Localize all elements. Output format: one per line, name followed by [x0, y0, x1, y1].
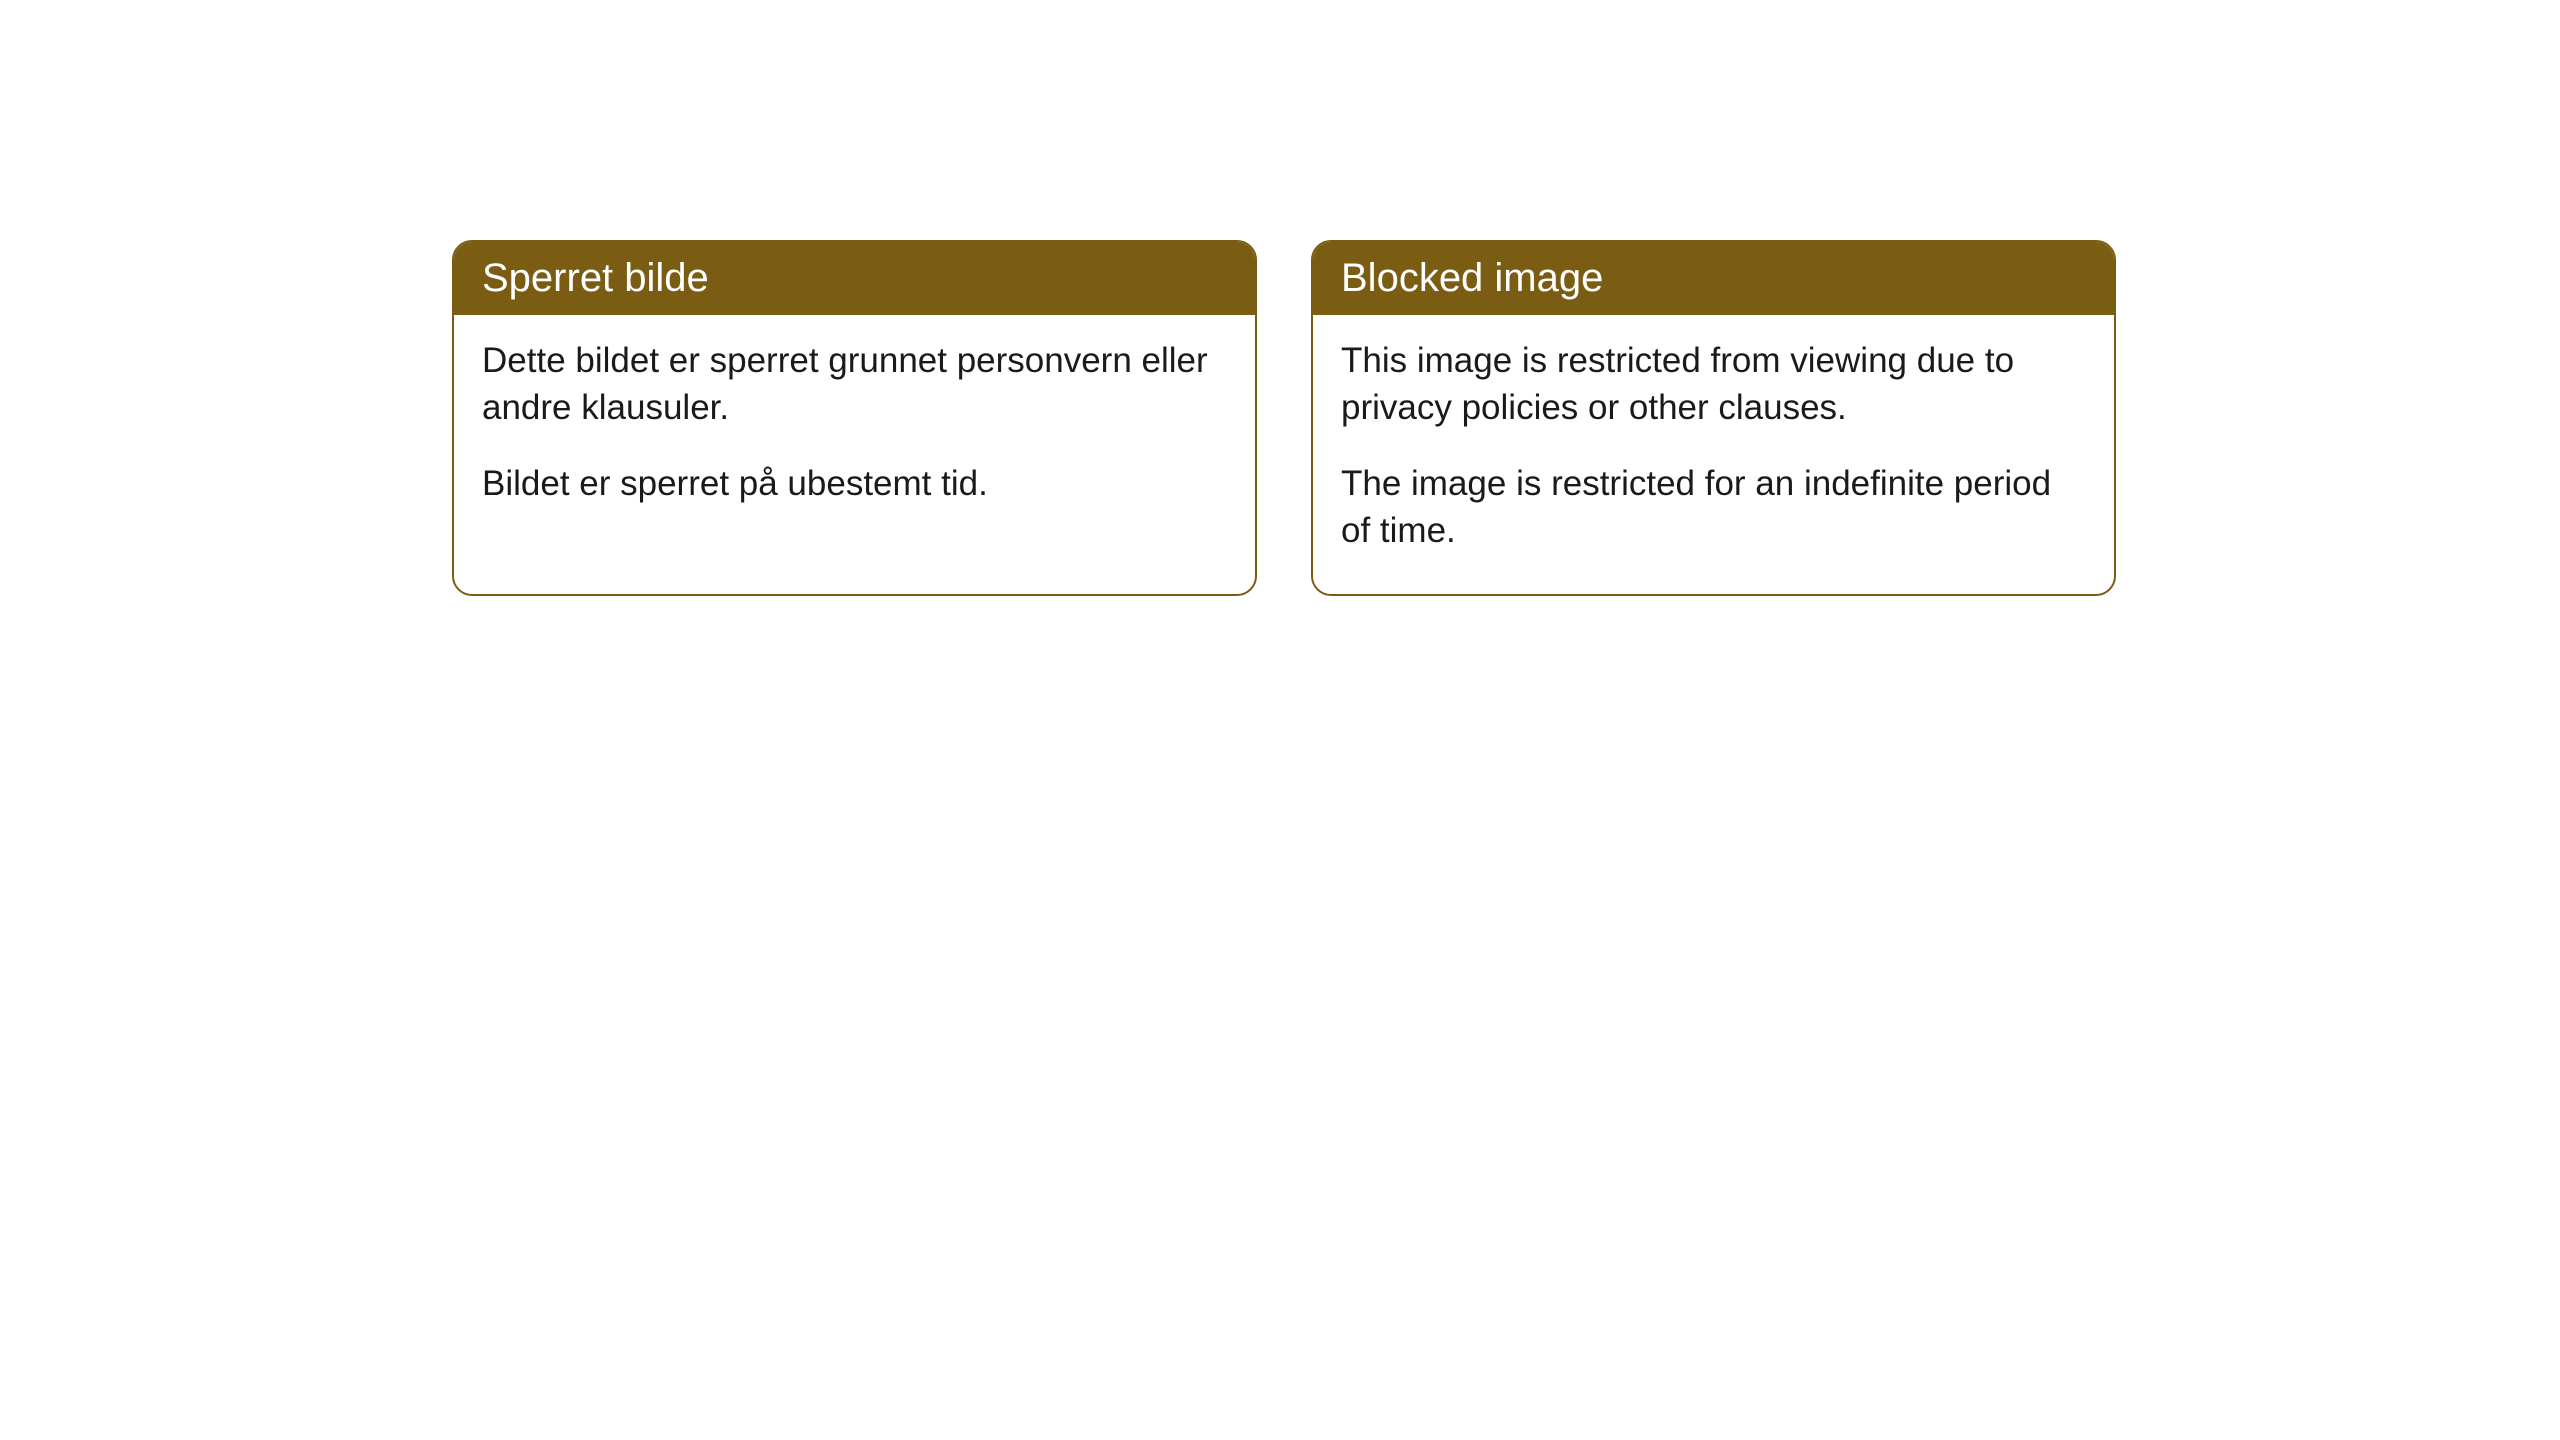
- card-paragraph-2: The image is restricted for an indefinit…: [1341, 460, 2086, 555]
- card-header-norwegian: Sperret bilde: [454, 242, 1255, 315]
- blocked-image-card-english: Blocked image This image is restricted f…: [1311, 240, 2116, 596]
- card-title: Sperret bilde: [482, 256, 709, 300]
- card-paragraph-2: Bildet er sperret på ubestemt tid.: [482, 460, 1227, 507]
- card-body-norwegian: Dette bildet er sperret grunnet personve…: [454, 315, 1255, 547]
- notice-cards-container: Sperret bilde Dette bildet er sperret gr…: [452, 240, 2116, 596]
- card-paragraph-1: Dette bildet er sperret grunnet personve…: [482, 337, 1227, 432]
- card-header-english: Blocked image: [1313, 242, 2114, 315]
- card-title: Blocked image: [1341, 256, 1603, 300]
- blocked-image-card-norwegian: Sperret bilde Dette bildet er sperret gr…: [452, 240, 1257, 596]
- card-body-english: This image is restricted from viewing du…: [1313, 315, 2114, 594]
- card-paragraph-1: This image is restricted from viewing du…: [1341, 337, 2086, 432]
